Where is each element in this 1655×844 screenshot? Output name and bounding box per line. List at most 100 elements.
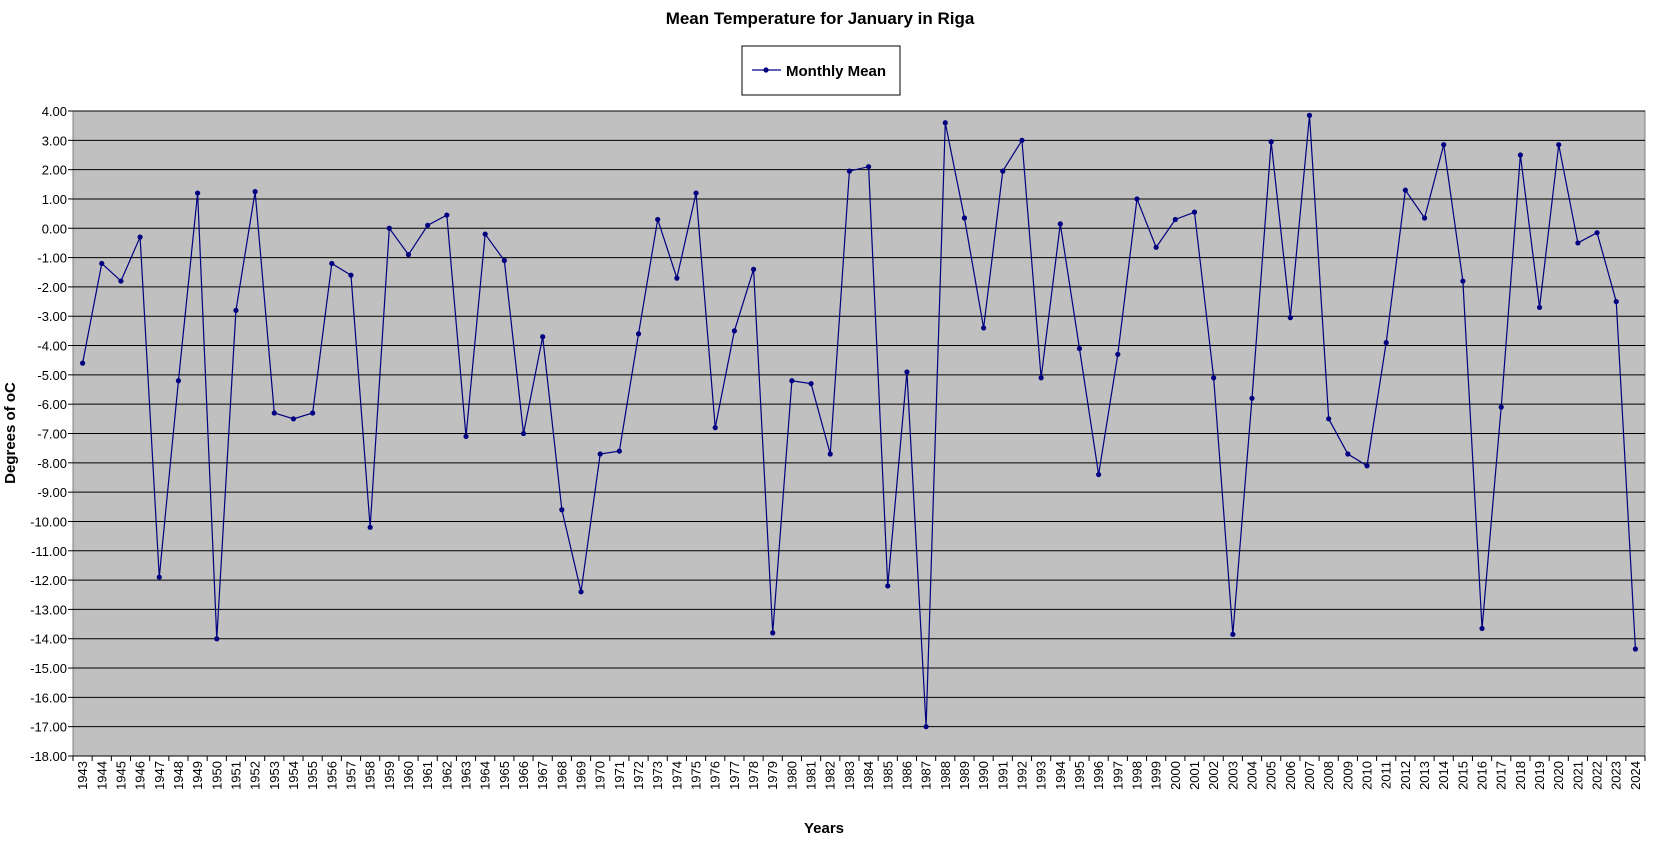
y-tick-label: 3.00: [42, 133, 67, 148]
y-axis-title: Degrees of oC: [2, 382, 19, 484]
legend-label: Monthly Mean: [786, 63, 886, 80]
x-tick-label: 1994: [1053, 761, 1068, 790]
x-tick-label: 1964: [478, 761, 493, 790]
data-point: [214, 636, 220, 642]
data-point: [981, 325, 987, 331]
data-point: [1556, 142, 1562, 148]
data-point: [540, 334, 546, 340]
data-point: [789, 378, 795, 384]
data-point: [1268, 139, 1274, 145]
data-point: [961, 215, 968, 221]
data-point: [750, 266, 757, 272]
data-point: [1191, 209, 1198, 215]
data-point: [1402, 187, 1408, 193]
data-point: [175, 378, 182, 384]
x-tick-label: 1973: [650, 761, 665, 790]
y-tick-label: -6.00: [37, 397, 67, 412]
y-tick-label: -7.00: [37, 427, 67, 442]
x-tick-label: 1972: [631, 761, 646, 790]
data-point: [367, 524, 373, 530]
x-tick-label: 1998: [1129, 761, 1144, 790]
y-tick-label: -16.00: [30, 690, 67, 705]
x-tick-label: 1948: [171, 761, 186, 790]
x-tick-label: 2002: [1206, 761, 1221, 790]
data-point: [482, 231, 488, 237]
data-point: [731, 328, 737, 334]
data-point: [271, 410, 277, 416]
x-axis-title: Years: [804, 820, 844, 837]
x-tick-label: 1981: [804, 761, 819, 790]
x-tick-label: 2019: [1532, 761, 1547, 790]
x-tick-label: 1982: [823, 761, 838, 790]
data-point: [865, 164, 872, 170]
x-tick-label: 2004: [1245, 761, 1260, 790]
x-tick-label: 1967: [535, 761, 550, 790]
data-point: [137, 234, 143, 240]
data-point: [1517, 152, 1523, 158]
y-tick-label: -9.00: [37, 485, 67, 500]
x-tick-label: 1949: [190, 761, 205, 790]
data-point: [195, 190, 201, 196]
data-point: [923, 724, 929, 730]
data-point: [1287, 315, 1293, 321]
data-point: [770, 630, 776, 636]
x-tick-label: 2003: [1225, 761, 1240, 790]
y-tick-label: -15.00: [30, 661, 67, 676]
x-tick-label: 1958: [363, 761, 378, 790]
x-tick-label: 2009: [1340, 761, 1355, 790]
x-tick-label: 1995: [1072, 761, 1087, 790]
data-point: [827, 451, 833, 457]
data-point: [1096, 471, 1102, 478]
x-tick-label: 2016: [1475, 761, 1490, 790]
data-point: [501, 257, 507, 264]
x-tick-label: 1977: [727, 761, 742, 790]
x-tick-label: 1974: [669, 761, 684, 790]
x-tick-label: 1984: [861, 761, 876, 790]
data-point: [655, 216, 661, 223]
x-tick-label: 1959: [382, 761, 397, 790]
y-tick-label: -4.00: [37, 339, 67, 354]
x-tick-label: 1962: [439, 761, 454, 790]
data-point: [310, 410, 316, 416]
x-tick-label: 1944: [94, 761, 109, 790]
data-point: [1230, 631, 1236, 637]
data-point: [616, 448, 622, 454]
data-point: [1383, 340, 1389, 346]
data-point: [1594, 230, 1600, 236]
x-tick-label: 1976: [708, 761, 723, 790]
data-point: [1632, 646, 1639, 652]
x-tick-label: 2011: [1379, 761, 1394, 789]
data-point: [1211, 375, 1217, 381]
x-tick-label: 1943: [75, 761, 90, 790]
data-point: [99, 260, 105, 267]
x-tick-label: 1954: [286, 761, 301, 790]
data-point: [1306, 112, 1313, 118]
x-tick-label: 2000: [1168, 761, 1183, 790]
data-point: [329, 260, 335, 267]
x-tick-label: 1996: [1091, 761, 1106, 790]
data-point: [1038, 375, 1044, 381]
x-tick-label: 1975: [689, 761, 704, 790]
data-point: [578, 589, 584, 595]
data-point: [674, 275, 680, 281]
data-point: [405, 252, 412, 258]
y-tick-label: -10.00: [30, 514, 67, 529]
data-point: [233, 307, 239, 313]
data-point: [1479, 625, 1485, 632]
x-tick-label: 1957: [343, 761, 358, 790]
data-point: [1460, 278, 1466, 284]
data-point: [348, 272, 354, 278]
data-point: [1345, 451, 1351, 457]
y-tick-label: -3.00: [37, 309, 67, 324]
x-tick-label: 1978: [746, 761, 761, 790]
y-tick-label: -1.00: [37, 251, 67, 266]
gridlines: [73, 110, 1645, 757]
chart-title: Mean Temperature for January in Riga: [666, 9, 975, 28]
data-point: [1134, 196, 1140, 202]
x-tick-label: 1966: [516, 761, 531, 790]
y-tick-label: -11.00: [31, 544, 67, 559]
x-axis-ticks: 1943 1944 1945 1946 1947 1948 1949 1950 1951 1952…: [72, 756, 1646, 790]
y-tick-label: 2.00: [42, 163, 67, 178]
data-point: [156, 574, 162, 580]
data-point: [1000, 168, 1006, 174]
